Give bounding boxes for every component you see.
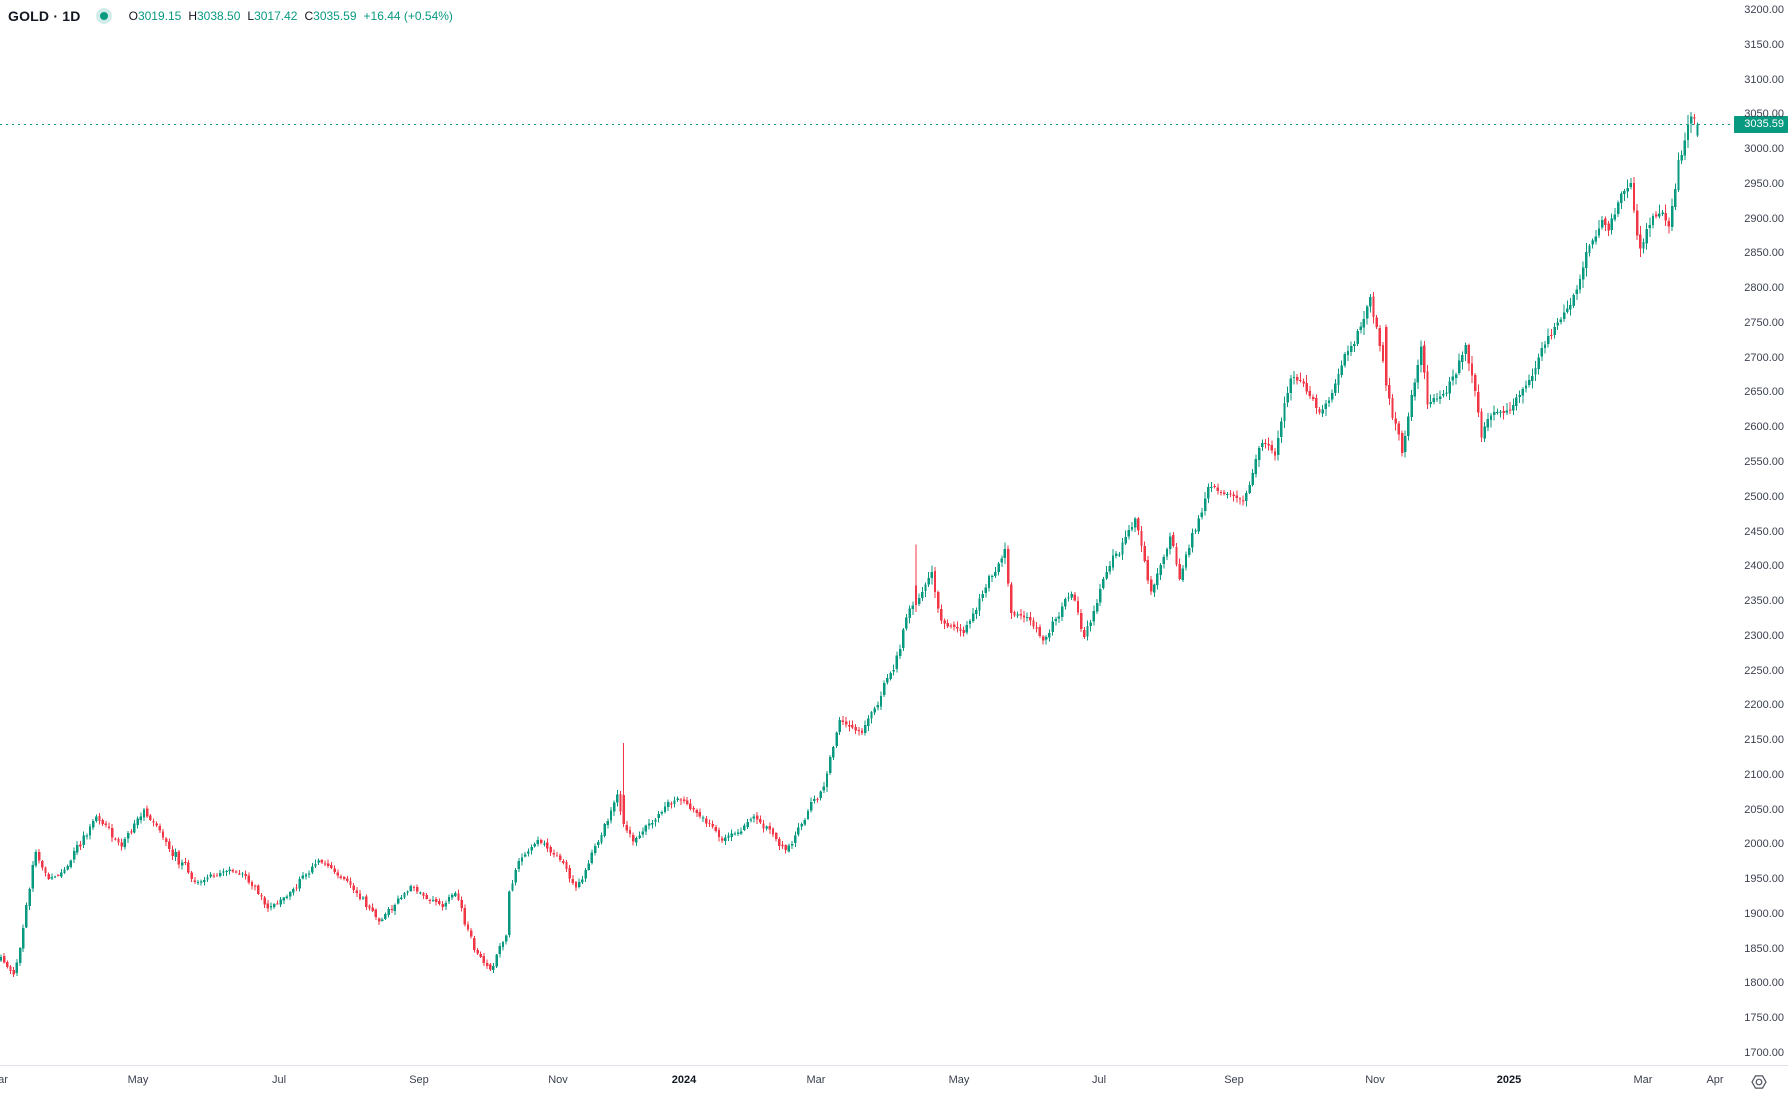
price-tick-label: 3150.00 — [1744, 38, 1784, 51]
price-tick-label: 3100.00 — [1744, 73, 1784, 86]
price-tick-label: 2050.00 — [1744, 803, 1784, 816]
time-tick-label: ar — [0, 1074, 8, 1086]
price-tick-label: 1750.00 — [1744, 1012, 1784, 1025]
time-tick-label: Mar — [806, 1074, 826, 1086]
price-tick-label: 2950.00 — [1744, 177, 1784, 190]
price-tick-label: 2300.00 — [1744, 629, 1784, 642]
price-tick-label: 2150.00 — [1744, 734, 1784, 747]
price-tick-label: 1800.00 — [1744, 977, 1784, 990]
price-tick-label: 2450.00 — [1744, 525, 1784, 538]
close-value: C3035.59 — [304, 9, 357, 23]
current-price-line — [0, 124, 1733, 125]
price-tick-label: 2550.00 — [1744, 455, 1784, 468]
current-price-badge: 3035.59 — [1734, 116, 1788, 133]
ohlc-readout: O3019.15 H3038.50 L3017.42 C3035.59 — [129, 9, 364, 23]
price-tick-label: 1900.00 — [1744, 907, 1784, 920]
price-tick-label: 2700.00 — [1744, 351, 1784, 364]
price-tick-label: 2250.00 — [1744, 664, 1784, 677]
price-tick-label: 2100.00 — [1744, 768, 1784, 781]
time-tick-label: Nov — [1365, 1074, 1385, 1086]
price-tick-label: 2000.00 — [1744, 838, 1784, 851]
price-tick-label: 3200.00 — [1744, 4, 1784, 16]
time-tick-label: Jul — [1091, 1074, 1107, 1086]
price-tick-label: 2850.00 — [1744, 247, 1784, 260]
price-tick-label: 1700.00 — [1744, 1047, 1784, 1059]
time-tick-label: Mar — [1633, 1074, 1653, 1086]
price-tick-label: 2350.00 — [1744, 595, 1784, 608]
price-tick-label: 3000.00 — [1744, 143, 1784, 156]
price-tick-label: 2800.00 — [1744, 282, 1784, 295]
axis-settings-gear-icon[interactable] — [1750, 1073, 1768, 1091]
time-tick-label: Jul — [271, 1074, 287, 1086]
time-tick-label: 2024 — [671, 1074, 697, 1086]
time-tick-label: May — [948, 1074, 970, 1086]
symbol-title[interactable]: GOLD · 1D — [8, 8, 81, 24]
high-value: H3038.50 — [188, 9, 241, 23]
time-tick-label: May — [127, 1074, 149, 1086]
time-tick-label: Sep — [409, 1074, 429, 1086]
time-tick-label: Apr — [1706, 1074, 1724, 1086]
price-tick-label: 2650.00 — [1744, 386, 1784, 399]
symbol-legend[interactable]: GOLD · 1D O3019.15 H3038.50 L3017.42 C30… — [8, 5, 453, 27]
price-tick-label: 2900.00 — [1744, 212, 1784, 225]
price-tick-label: 3050.00 — [1744, 108, 1784, 121]
price-tick-label: 2750.00 — [1744, 316, 1784, 329]
price-tick-label: 1950.00 — [1744, 873, 1784, 886]
price-tick-label: 2500.00 — [1744, 490, 1784, 503]
price-tick-label: 2600.00 — [1744, 421, 1784, 434]
time-tick-label: Nov — [548, 1074, 568, 1086]
price-tick-label: 2200.00 — [1744, 699, 1784, 712]
change-value: +16.44 (+0.54%) — [363, 9, 453, 23]
price-tick-label: 1850.00 — [1744, 942, 1784, 955]
time-tick-label: Sep — [1224, 1074, 1244, 1086]
low-value: L3017.42 — [247, 9, 298, 23]
price-tick-label: 2400.00 — [1744, 560, 1784, 573]
open-value: O3019.15 — [128, 9, 182, 23]
time-tick-label: 2025 — [1496, 1074, 1522, 1086]
teal-dot-icon — [95, 7, 113, 25]
time-axis-separator — [0, 1065, 1788, 1066]
